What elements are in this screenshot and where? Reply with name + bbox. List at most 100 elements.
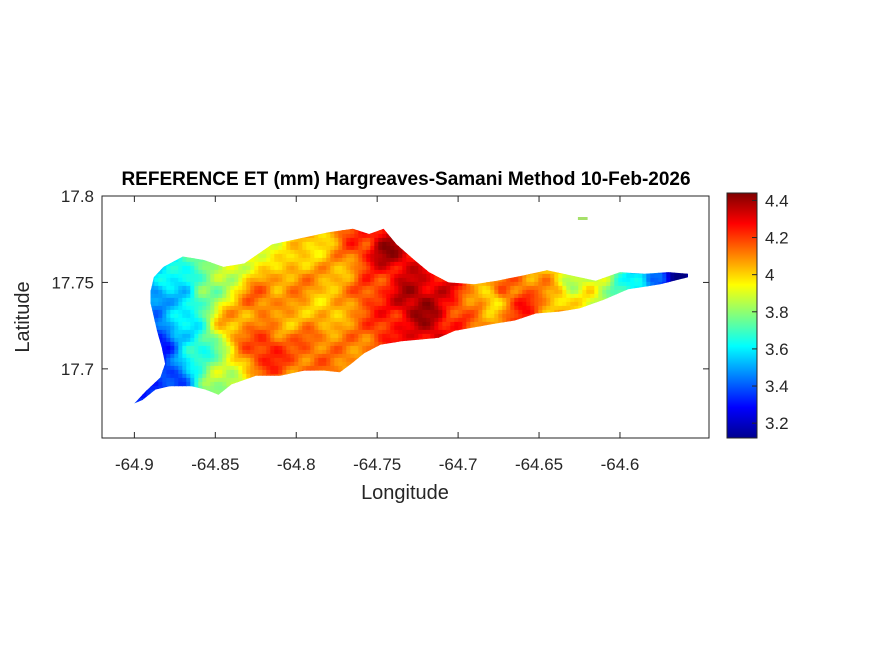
et-cell	[162, 305, 167, 311]
et-cell	[326, 245, 331, 251]
et-cell	[318, 289, 323, 295]
et-cell	[198, 261, 203, 267]
et-cell	[370, 333, 375, 339]
et-cell	[178, 301, 183, 307]
et-cell	[322, 269, 327, 275]
et-cell	[326, 289, 331, 295]
et-cell	[238, 329, 243, 335]
et-cell	[358, 241, 363, 247]
et-cell	[374, 293, 379, 299]
et-cell	[362, 257, 367, 263]
et-cell	[230, 329, 235, 335]
et-cell	[526, 281, 531, 287]
et-cell	[170, 313, 175, 319]
et-cell	[198, 357, 203, 363]
et-cell	[378, 257, 383, 263]
et-cell	[354, 289, 359, 295]
et-cell	[190, 301, 195, 307]
et-cell	[402, 257, 407, 263]
et-cell	[470, 281, 475, 287]
et-cell	[274, 265, 279, 271]
et-cell	[342, 245, 347, 251]
et-cell	[194, 333, 199, 339]
et-cell	[306, 289, 311, 295]
et-cell	[654, 281, 659, 287]
et-cell	[574, 281, 579, 287]
et-cell	[562, 277, 567, 283]
et-cell	[430, 329, 435, 335]
et-cell	[166, 289, 171, 295]
et-cell	[402, 277, 407, 283]
et-cell	[214, 265, 219, 271]
et-cell	[374, 229, 379, 235]
et-cell	[438, 281, 443, 287]
et-cell	[370, 309, 375, 315]
et-cell	[294, 325, 299, 331]
et-cell	[162, 301, 167, 307]
et-cell	[506, 289, 511, 295]
et-cell	[410, 265, 415, 271]
et-cell	[366, 261, 371, 267]
et-cell	[298, 345, 303, 351]
et-cell	[230, 353, 235, 359]
et-cell	[398, 325, 403, 331]
et-cell	[182, 337, 187, 343]
et-cell	[238, 261, 243, 267]
et-cell	[274, 325, 279, 331]
et-cell	[390, 241, 395, 247]
et-cell	[310, 273, 315, 279]
et-cell	[246, 341, 251, 347]
et-cell	[406, 257, 411, 263]
et-cell	[210, 309, 215, 315]
et-cell	[346, 229, 351, 235]
et-cell	[162, 345, 167, 351]
et-cell	[258, 289, 263, 295]
et-cell	[242, 325, 247, 331]
et-cell	[162, 349, 167, 355]
et-cell	[342, 349, 347, 355]
et-cell	[282, 273, 287, 279]
et-cell	[178, 273, 183, 279]
et-cell	[270, 257, 275, 263]
et-cell	[314, 265, 319, 271]
et-cell	[298, 253, 303, 259]
et-cell	[286, 305, 291, 311]
et-cell	[614, 277, 619, 283]
et-cell	[570, 277, 575, 283]
et-cell	[394, 297, 399, 303]
et-cell	[454, 317, 459, 323]
et-cell	[194, 349, 199, 355]
et-cell	[186, 265, 191, 271]
et-cell	[550, 289, 555, 295]
et-cell	[330, 257, 335, 263]
et-cell	[214, 273, 219, 279]
et-cell	[318, 357, 323, 363]
et-cell	[226, 349, 231, 355]
et-cell	[266, 325, 271, 331]
et-cell	[206, 349, 211, 355]
et-cell	[186, 309, 191, 315]
et-cell	[610, 273, 615, 279]
et-cell	[610, 289, 615, 295]
et-cell	[450, 321, 455, 327]
et-cell	[378, 285, 383, 291]
et-cell	[298, 245, 303, 251]
et-cell	[478, 313, 483, 319]
et-cell	[558, 281, 563, 287]
et-cell	[238, 341, 243, 347]
et-cell	[366, 333, 371, 339]
et-cell	[218, 345, 223, 351]
et-cell	[342, 237, 347, 243]
et-cell	[250, 333, 255, 339]
et-cell	[518, 289, 523, 295]
et-cell	[590, 297, 595, 303]
et-cell	[342, 321, 347, 327]
et-cell	[346, 333, 351, 339]
et-cell	[318, 257, 323, 263]
et-cell	[358, 313, 363, 319]
et-cell	[338, 341, 343, 347]
et-cell	[382, 313, 387, 319]
et-cell	[274, 261, 279, 267]
et-cell	[494, 293, 499, 299]
et-cell	[226, 265, 231, 271]
